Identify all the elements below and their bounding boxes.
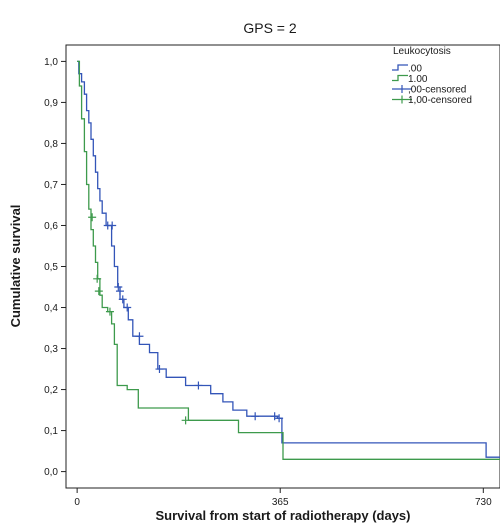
series-layer <box>77 60 500 460</box>
plot-area-frame <box>65 44 500 489</box>
legend-item: 1,00-censored <box>392 95 472 106</box>
censor-mark-100 <box>88 213 97 222</box>
censor-layer <box>88 213 284 425</box>
legend-title: Leukocytosis <box>393 46 451 57</box>
censor-mark-00 <box>123 303 132 312</box>
y-tick-label: 0,8 <box>44 139 58 150</box>
legend-swatch-censor <box>392 95 412 104</box>
legend-swatch-line <box>392 64 408 71</box>
censor-mark-00 <box>118 295 127 304</box>
legend-label: 1.00 <box>408 74 428 85</box>
y-tick-label: 0,9 <box>44 98 58 109</box>
y-axis: 0,0 0,1 0,2 0,3 0,4 0,5 0,6 0,7 0,8 0,9 1,0 <box>44 57 66 478</box>
censor-mark-100 <box>93 274 102 283</box>
censor-mark-100 <box>94 287 103 296</box>
legend-item: .00 <box>392 64 422 75</box>
censor-mark-00 <box>115 287 124 296</box>
survival-curve-00 <box>77 60 500 458</box>
y-tick-label: 1,0 <box>44 57 58 68</box>
legend-swatch-censor <box>392 85 412 93</box>
y-tick-label: 0,1 <box>44 426 58 437</box>
legend-label: .00 <box>408 64 422 75</box>
survival-curve-100 <box>77 60 500 460</box>
legend-label: 1,00-censored <box>408 95 472 106</box>
censor-mark-100 <box>181 416 190 425</box>
x-tick-label: 0 <box>74 497 80 508</box>
censor-mark-00 <box>194 381 203 390</box>
legend-swatch-line <box>392 74 408 82</box>
censor-mark-00 <box>275 414 284 423</box>
y-tick-label: 0,6 <box>44 221 58 232</box>
y-tick-label: 0,3 <box>44 344 58 355</box>
legend-item: 1.00 <box>392 74 428 85</box>
censor-mark-00 <box>114 283 123 292</box>
y-axis-label: Cumulative survival <box>8 205 23 328</box>
censor-mark-00 <box>251 412 260 421</box>
legend: Leukocytosis .001.00,00-censored1,00-cen… <box>392 46 472 106</box>
y-tick-label: 0,4 <box>44 303 58 314</box>
x-tick-label: 730 <box>475 497 492 508</box>
chart-title: GPS = 2 <box>243 20 297 36</box>
y-tick-label: 0,0 <box>44 467 58 478</box>
legend-item: ,00-censored <box>392 85 466 96</box>
x-axis: 0 365 730 <box>74 488 492 508</box>
censor-mark-00 <box>135 332 144 341</box>
x-axis-label: Survival from start of radiotherapy (day… <box>155 508 410 523</box>
y-tick-label: 0,2 <box>44 385 58 396</box>
y-tick-label: 0,7 <box>44 180 58 191</box>
censor-mark-00 <box>108 221 117 230</box>
legend-label: ,00-censored <box>408 85 466 96</box>
censor-mark-100 <box>105 307 114 316</box>
censor-mark-00 <box>270 412 279 421</box>
y-tick-label: 0,5 <box>44 262 58 273</box>
x-tick-label: 365 <box>272 497 289 508</box>
censor-mark-00 <box>155 365 164 374</box>
